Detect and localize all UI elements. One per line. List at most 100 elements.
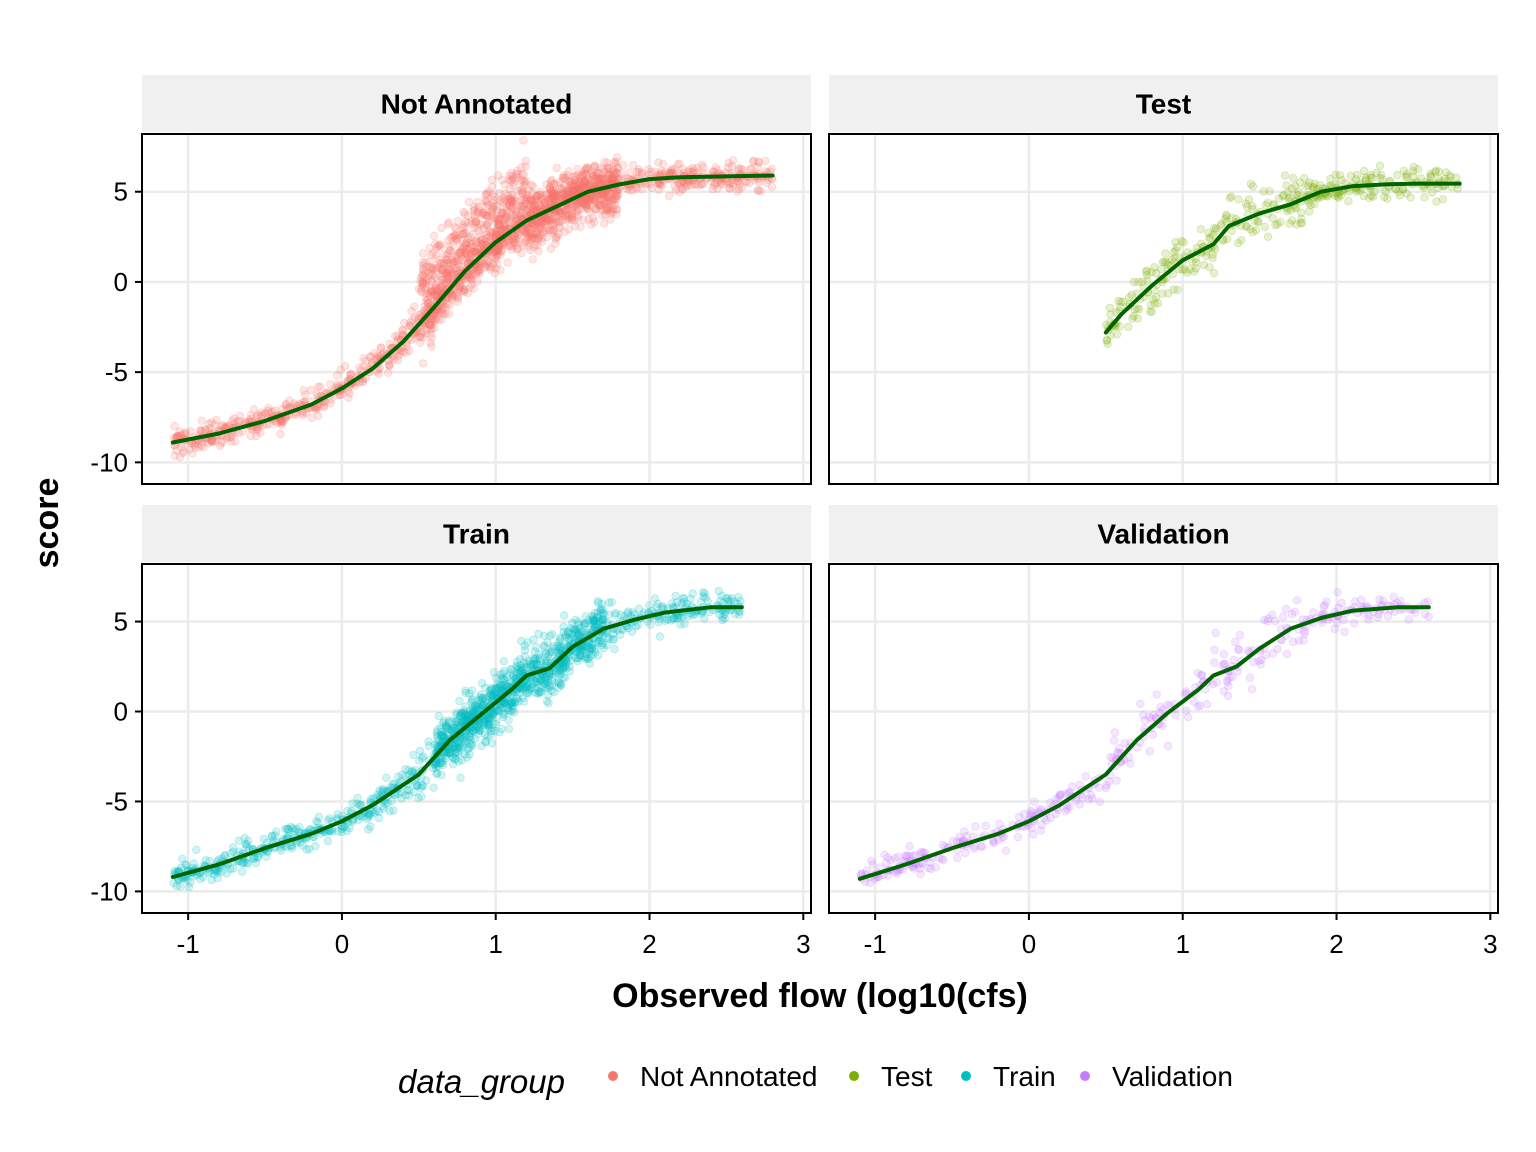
- legend-item-test: Test: [849, 1061, 933, 1092]
- scatter-point: [417, 753, 427, 763]
- scatter-point: [546, 244, 556, 253]
- scatter-point: [564, 225, 573, 234]
- facet-strip: [142, 75, 811, 132]
- scatter-point: [718, 615, 727, 625]
- scatter-point: [978, 842, 987, 851]
- scatter-point: [1281, 604, 1291, 614]
- scatter-point: [494, 220, 504, 229]
- scatter-point: [437, 306, 447, 315]
- scatter-point: [500, 189, 510, 198]
- scatter-point: [554, 180, 563, 190]
- scatter-point: [505, 201, 515, 210]
- scatter-point: [590, 616, 599, 625]
- scatter-point: [663, 615, 672, 624]
- scatter-point: [267, 832, 277, 841]
- scatter-point: [514, 201, 524, 210]
- scatter-point: [521, 162, 530, 171]
- scatter-point: [547, 175, 556, 184]
- scatter-point: [517, 195, 526, 205]
- scatter-point: [548, 227, 557, 237]
- scatter-point: [364, 825, 373, 834]
- scatter-point: [1169, 285, 1178, 294]
- scatter-point: [714, 586, 723, 596]
- scatter-point: [754, 186, 763, 195]
- scatter-point: [521, 194, 530, 204]
- scatter-point: [509, 178, 518, 187]
- scatter-point: [471, 218, 481, 227]
- scatter-point: [474, 208, 483, 218]
- scatter-point: [481, 220, 491, 230]
- scatter-point: [1424, 612, 1433, 621]
- scatter-point: [433, 275, 442, 284]
- scatter-point: [1185, 265, 1195, 274]
- scatter-point: [467, 274, 476, 284]
- scatter-point: [1337, 598, 1346, 608]
- scatter-point: [507, 195, 516, 205]
- scatter-point: [1106, 310, 1115, 319]
- scatter-point: [427, 342, 436, 351]
- scatter-point: [568, 204, 577, 213]
- scatter-point: [547, 630, 557, 639]
- scatter-point: [585, 646, 594, 656]
- scatter-point: [231, 437, 240, 446]
- scatter-point: [448, 295, 457, 304]
- scatter-point: [521, 228, 530, 238]
- facet-strip-label: Test: [1136, 89, 1192, 120]
- scatter-point: [235, 411, 245, 421]
- scatter-point: [539, 198, 549, 208]
- scatter-point: [531, 642, 541, 652]
- scatter-point: [623, 184, 632, 193]
- legend-label: Train: [993, 1061, 1056, 1092]
- scatter-point: [446, 267, 455, 276]
- scatter-point: [571, 180, 581, 190]
- scatter-point: [520, 202, 529, 212]
- scatter-point: [558, 208, 567, 217]
- scatter-point: [520, 682, 530, 692]
- scatter-point: [204, 438, 213, 448]
- scatter-point: [311, 842, 320, 851]
- scatter-point: [563, 170, 572, 180]
- scatter-point: [572, 178, 581, 188]
- scatter-point: [656, 180, 665, 189]
- scatter-point: [598, 174, 607, 183]
- scatter-point: [632, 184, 642, 193]
- scatter-point: [604, 188, 613, 198]
- scatter-point: [422, 278, 431, 287]
- scatter-point: [520, 645, 530, 655]
- scatter-point: [608, 174, 618, 183]
- scatter-point: [459, 220, 468, 230]
- scatter-point: [511, 216, 521, 225]
- scatter-point: [194, 442, 204, 452]
- scatter-point: [509, 174, 518, 183]
- scatter-point: [457, 262, 466, 272]
- scatter-point: [545, 182, 555, 192]
- scatter-point: [424, 269, 434, 278]
- scatter-point: [598, 164, 607, 174]
- scatter-point: [670, 165, 679, 174]
- scatter-point: [460, 749, 469, 759]
- scatter-point: [482, 198, 491, 207]
- scatter-point: [560, 173, 570, 182]
- scatter-point: [526, 245, 535, 255]
- scatter-point: [1078, 793, 1088, 802]
- scatter-point: [557, 209, 566, 218]
- scatter-point: [1219, 687, 1229, 696]
- scatter-point: [575, 184, 584, 193]
- scatter-point: [1109, 736, 1119, 745]
- scatter-point: [298, 411, 307, 420]
- scatter-point: [524, 232, 533, 242]
- scatter-point: [461, 259, 470, 268]
- scatter-point: [581, 199, 590, 209]
- facet-strip-label: Validation: [1097, 519, 1229, 550]
- scatter-point: [542, 224, 551, 233]
- scatter-point: [455, 247, 465, 256]
- scatter-point: [1330, 624, 1339, 634]
- scatter-point: [1248, 182, 1258, 191]
- x-tick-label: -1: [177, 929, 200, 959]
- scatter-point: [534, 649, 544, 659]
- scatter-point: [611, 189, 620, 198]
- scatter-point: [599, 189, 609, 199]
- scatter-point: [581, 201, 591, 211]
- scatter-point: [1273, 644, 1282, 654]
- scatter-point: [1095, 797, 1104, 806]
